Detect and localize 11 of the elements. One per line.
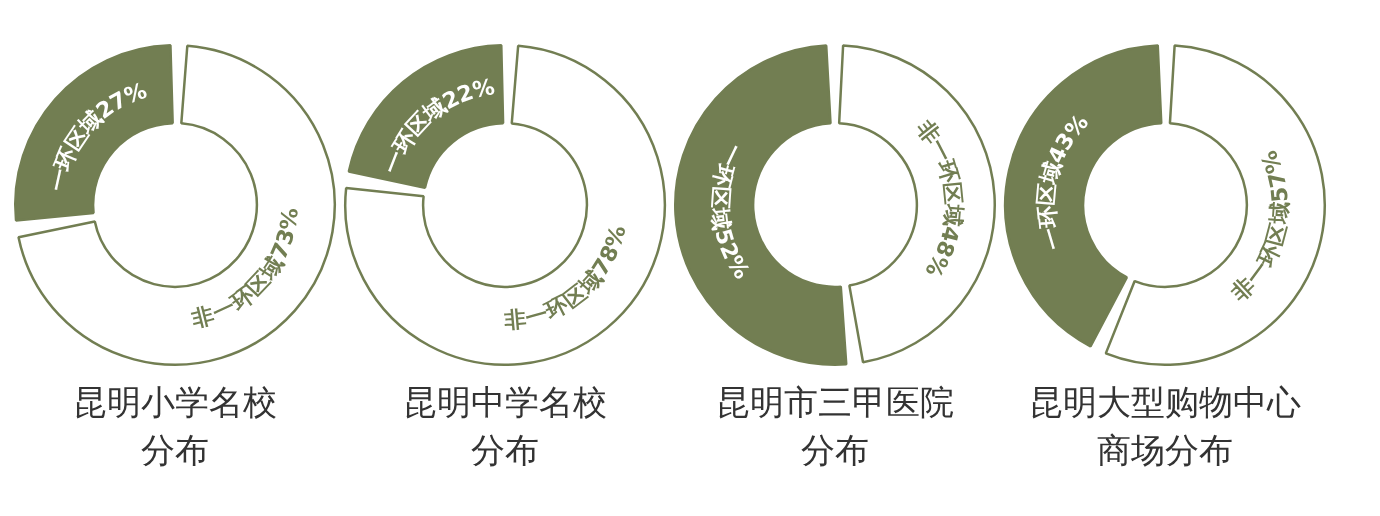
text: 昆明小学名校 bbox=[73, 381, 277, 424]
text: 商场分布 bbox=[1097, 429, 1233, 472]
text: 昆明市三甲医院 bbox=[716, 381, 954, 424]
text: 昆明大型购物中心 bbox=[1029, 381, 1301, 424]
slice-label: 非一环区域 bbox=[911, 114, 967, 228]
slice-label: 一环区域 bbox=[706, 140, 748, 232]
text: 分布 bbox=[471, 429, 539, 472]
text: 昆明中学名校 bbox=[403, 381, 607, 424]
text: 分布 bbox=[141, 429, 209, 472]
text: 分布 bbox=[801, 429, 869, 472]
slice-label: 非一环区域 bbox=[1226, 201, 1293, 307]
